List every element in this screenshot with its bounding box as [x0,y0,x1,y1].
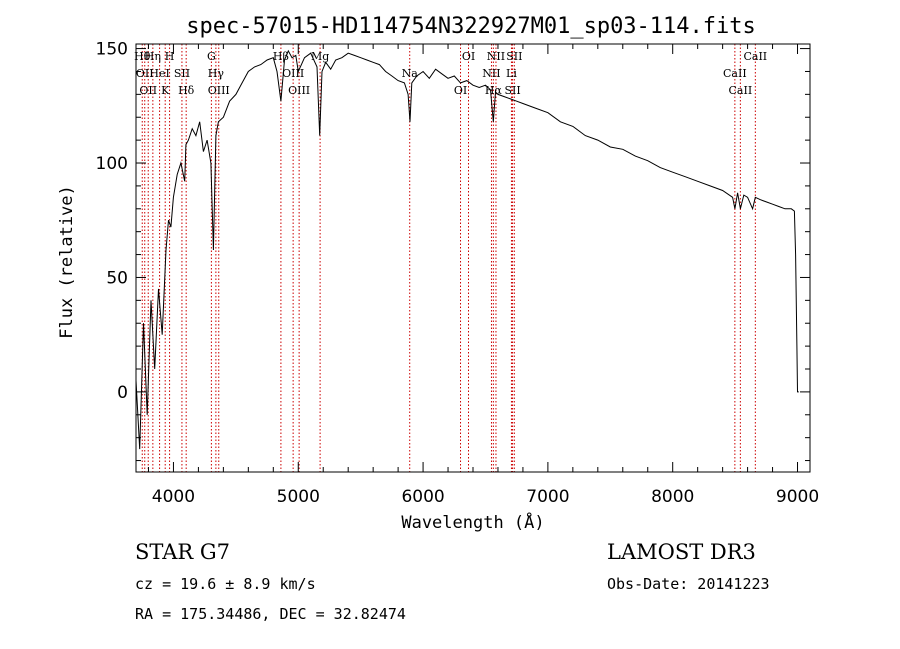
line-markers [141,44,756,472]
line-marker-label: H [165,50,175,63]
line-marker-label: Hγ [208,67,225,80]
spectrum-line [135,49,799,450]
line-marker-label: OI [462,50,475,63]
x-tick-label: 6000 [401,487,444,507]
y-tick-label: 150 [96,40,128,60]
line-marker-label: NII [482,67,500,80]
line-marker-label: OII [136,67,154,80]
line-marker-label: SII [174,67,190,80]
line-marker-label: Hη [145,50,161,63]
line-marker-label: K [161,84,170,97]
x-tick-label: 9000 [776,487,819,507]
line-marker-label: CaII [723,67,747,80]
line-marker-label: OI [454,84,467,97]
survey-name: LAMOST DR3 [607,540,756,564]
line-marker-label: G [207,50,216,63]
obs-date: Obs-Date: 20141223 [607,575,770,593]
x-tick-label: 4000 [152,487,195,507]
y-tick-label: 50 [106,268,128,288]
star-type: STAR G7 [135,540,231,564]
plot-frame [135,43,811,473]
line-marker-labels: HθOIIOIIHηHeIKHSIIHδGHγOIIIHβOIIIOIIIMgN… [134,50,767,97]
redshift-cz: cz = 19.6 ± 8.9 km/s [135,575,316,593]
line-marker-label: NII [487,50,505,63]
y-axis-ticks: 0 50 100 150 [96,40,810,462]
line-marker-label: CaII [743,50,767,63]
y-tick-label: 0 [117,383,128,403]
x-tick-label: 8000 [651,487,694,507]
line-marker-label: OIII [288,84,310,97]
x-axis-label: Wavelength (Å) [401,511,544,533]
line-marker-label: Li [506,67,517,80]
chart-title: spec-57015-HD114754N322927M01_sp03-114.f… [186,14,756,39]
x-tick-label: 5000 [277,487,320,507]
y-tick-label: 100 [96,154,128,174]
line-marker-label: SII [504,84,520,97]
x-axis-ticks: 4000 5000 6000 7000 8000 9000 [147,44,819,507]
line-marker-label: CaII [729,84,753,97]
line-marker-label: Hθ [134,50,151,63]
line-marker-label: OII [139,84,157,97]
line-marker-label: Mg [311,50,329,63]
line-marker-label: Na [402,67,419,80]
coordinates: RA = 175.34486, DEC = 32.82474 [135,605,406,623]
line-marker-label: OIII [208,84,230,97]
line-marker-label: OIII [282,67,304,80]
y-axis-label: Flux (relative) [57,185,77,339]
line-marker-label: HeI [149,67,169,80]
line-marker-label: SII [506,50,522,63]
x-tick-label: 7000 [526,487,569,507]
line-marker-label: Hδ [178,84,195,97]
